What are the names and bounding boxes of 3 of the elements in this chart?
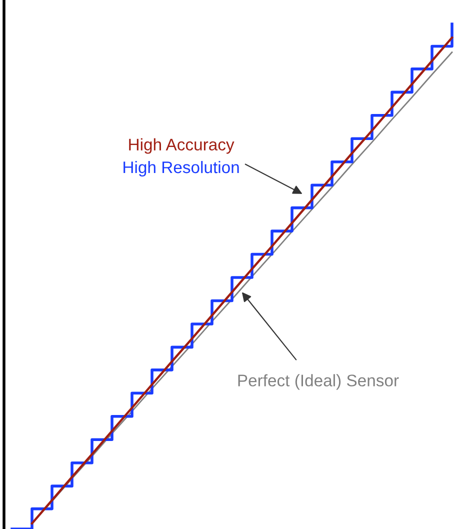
text: High Resolution — [124, 160, 239, 177]
text: Perfect (Ideal) Sensor — [238, 374, 399, 390]
text: High Accuracy — [129, 138, 234, 154]
